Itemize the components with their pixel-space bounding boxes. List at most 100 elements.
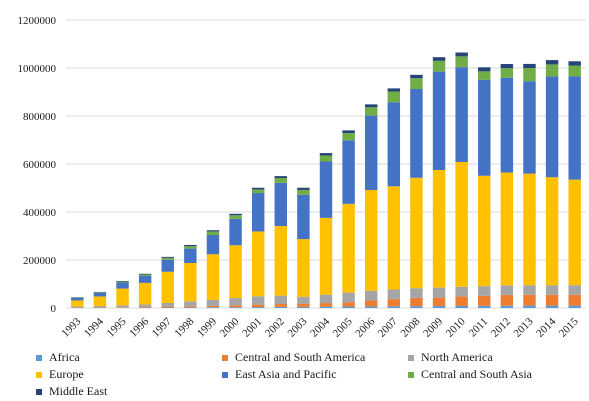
bar-segment — [251, 304, 265, 308]
bar-segment — [455, 67, 468, 162]
bar-segment — [342, 130, 355, 134]
bar-segment — [568, 305, 581, 308]
bar-segment — [455, 305, 468, 308]
bar-segment — [432, 57, 446, 61]
x-tick-label: 2007 — [376, 315, 400, 339]
bar-segment — [432, 297, 446, 307]
bar-segment — [500, 294, 514, 306]
legend-item: Africa — [36, 350, 80, 365]
bar-series — [71, 52, 581, 308]
bar-segment — [274, 306, 287, 308]
bar-segment — [297, 306, 310, 308]
bar-segment — [387, 306, 401, 308]
bar-segment — [478, 295, 491, 306]
bar-segment — [274, 226, 287, 296]
bar-segment — [432, 287, 446, 298]
bar-segment — [545, 285, 559, 295]
bar-segment — [138, 274, 152, 276]
legend-item: Europe — [36, 367, 84, 382]
y-tick-label: 800000 — [23, 111, 57, 123]
bar-segment — [478, 79, 491, 176]
bar-segment — [545, 177, 559, 286]
y-axis-tick-labels: 0 200000 400000 600000 800000 1000000 1200000 — [18, 15, 57, 315]
bar-segment — [251, 187, 265, 190]
stacked-bar-chart: 020000040000060000080000010000001200000 … — [18, 15, 586, 340]
bar-segment — [251, 296, 265, 305]
bar-segment — [545, 60, 559, 65]
bar-segment — [545, 294, 559, 306]
bar-segment — [297, 187, 310, 190]
bar-segment — [161, 302, 174, 307]
bar-segment — [251, 307, 265, 308]
bar-segment — [410, 177, 423, 289]
bar-segment — [71, 300, 84, 307]
bar-segment — [342, 306, 355, 308]
bar-segment — [161, 271, 174, 303]
bar-segment — [545, 76, 559, 178]
bar-segment — [500, 285, 514, 295]
bar-segment — [365, 104, 378, 108]
bar-segment — [455, 52, 468, 57]
bar-segment — [410, 297, 423, 307]
bar-segment — [274, 304, 287, 307]
bar-segment — [184, 307, 197, 308]
x-tick-label: 2014 — [534, 315, 558, 339]
x-tick-label: 2005 — [331, 315, 355, 339]
legend-label: Middle East — [49, 384, 108, 398]
legend-item: East Asia and Pacific — [222, 367, 337, 382]
bar-segment — [545, 305, 559, 308]
bar-segment — [500, 64, 514, 69]
bar-segment — [251, 189, 265, 194]
bar-segment — [523, 173, 536, 286]
bar-segment — [229, 305, 242, 308]
legend-label: East Asia and Pacific — [235, 367, 337, 381]
bar-segment — [478, 286, 491, 296]
bar-segment — [138, 306, 152, 308]
bar-segment — [500, 68, 514, 78]
bar-segment — [568, 76, 581, 180]
bar-segment — [365, 300, 378, 307]
bar-segment — [478, 71, 491, 80]
bar-segment — [568, 179, 581, 286]
bar-segment — [523, 285, 536, 295]
bar-segment — [184, 306, 197, 308]
bar-segment — [432, 71, 446, 170]
bar-segment — [184, 246, 197, 249]
bar-segment — [387, 91, 401, 103]
y-tick-label: 0 — [51, 303, 57, 315]
y-tick-label: 200000 — [23, 255, 57, 267]
bar-segment — [478, 67, 491, 72]
bar-segment — [523, 305, 536, 308]
bar-segment — [523, 63, 536, 68]
bar-segment — [116, 281, 129, 282]
bar-segment — [229, 245, 242, 299]
x-tick-label: 2009 — [421, 315, 445, 339]
bar-segment — [568, 285, 581, 295]
bar-segment — [455, 161, 468, 287]
legend-swatch — [36, 354, 42, 361]
bar-segment — [523, 68, 536, 82]
bar-segment — [568, 294, 581, 306]
bar-segment — [365, 115, 378, 191]
bar-segment — [71, 298, 84, 301]
bar-segment — [297, 296, 310, 304]
legend-item: North America — [408, 350, 493, 365]
bar-segment — [365, 190, 378, 291]
legend-item: Central and South America — [222, 350, 365, 365]
bar-segment — [161, 256, 174, 258]
bar-segment — [387, 186, 401, 290]
x-tick-label: 1996 — [127, 315, 151, 339]
x-tick-label: 2002 — [263, 316, 287, 340]
bar-segment — [116, 288, 129, 306]
bar-segment — [410, 74, 423, 79]
legend-swatch — [36, 371, 42, 378]
bar-segment — [478, 305, 491, 308]
legend-label: North America — [421, 350, 493, 364]
bar-segment — [545, 64, 559, 77]
bar-segment — [206, 307, 220, 308]
bar-segment — [184, 248, 197, 263]
bar-segment — [229, 213, 242, 216]
bar-segment — [116, 305, 129, 308]
x-tick-label: 1993 — [59, 315, 83, 339]
bar-segment — [500, 172, 514, 286]
